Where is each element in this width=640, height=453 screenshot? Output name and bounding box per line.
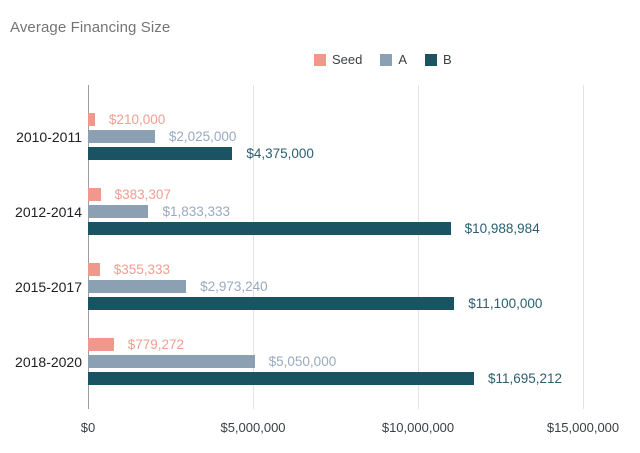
bar-row: $383,307 [88,188,583,201]
bar-row: $2,973,240 [88,280,583,293]
chart-title: Average Financing Size [10,19,171,36]
bar-group-2012-2014: $383,307 $1,833,333 $10,988,984 [88,188,583,235]
bar-group-2010-2011: $210,000 $2,025,000 $4,375,000 [88,113,583,160]
legend-item-b[interactable]: B [425,52,452,67]
bar-row: $355,333 [88,263,583,276]
legend-label: Seed [332,52,363,67]
bar-row: $10,988,984 [88,222,583,235]
bar-value-label: $210,000 [108,112,166,127]
bar-value-label: $383,307 [114,187,171,202]
bar-value-label: $1,833,333 [162,204,231,219]
bar-b-2018-2020[interactable] [88,372,474,385]
legend-item-seed[interactable]: Seed [314,52,362,67]
legend-swatch-a [380,53,393,66]
bar-value-label: $5,050,000 [268,354,337,369]
legend-item-a[interactable]: A [380,52,407,67]
bar-group-2015-2017: $355,333 $2,973,240 $11,100,000 [88,263,583,310]
bar-seed-2015-2017[interactable] [88,263,100,276]
legend: Seed A B [314,52,452,67]
gridline [418,85,419,409]
bar-seed-2018-2020[interactable] [88,338,114,351]
bar-row: $210,000 [88,113,583,126]
bar-row: $11,695,212 [88,372,583,385]
x-tick-label: $0 [80,420,96,435]
bar-value-label: $2,973,240 [200,279,268,294]
bar-value-label: $4,375,000 [246,146,314,161]
bar-row: $5,050,000 [88,355,583,368]
bar-value-label: $779,272 [127,337,185,352]
x-tick-label: $10,000,000 [381,420,455,435]
bar-value-label: $2,025,000 [168,129,237,144]
bar-row: $779,272 [88,338,583,351]
bar-b-2012-2014[interactable] [88,222,451,235]
bar-a-2018-2020[interactable] [88,355,255,368]
x-tick-label: $5,000,000 [220,420,286,435]
category-label-2018-2020: 2018-2020 [15,353,82,370]
legend-swatch-seed [314,53,326,66]
bar-b-2015-2017[interactable] [88,297,455,310]
gridline [583,85,584,409]
bar-b-2010-2011[interactable] [88,147,233,160]
bar-a-2015-2017[interactable] [88,280,187,293]
bar-value-label: $11,695,212 [487,371,563,386]
legend-label: A [398,52,408,67]
bar-group-2018-2020: $779,272 $5,050,000 $11,695,212 [88,338,583,385]
legend-swatch-b [425,53,438,66]
bar-value-label: $10,988,984 [464,221,540,236]
category-label-2010-2011: 2010-2011 [16,128,82,145]
category-label-2012-2014: 2012-2014 [15,203,82,220]
bar-row: $1,833,333 [88,205,583,218]
x-tick-label: $15,000,000 [546,420,620,435]
gridline [253,85,254,409]
bar-seed-2012-2014[interactable] [88,188,101,201]
zero-axis-line [88,85,89,409]
bar-row: $4,375,000 [88,147,583,160]
bar-value-label: $355,333 [113,262,171,277]
bar-seed-2010-2011[interactable] [88,113,95,126]
bar-row: $2,025,000 [88,130,583,143]
legend-label: B [443,52,452,67]
bar-a-2010-2011[interactable] [88,130,155,143]
bar-row: $11,100,000 [88,297,583,310]
bar-value-label: $11,100,000 [468,296,543,311]
bar-a-2012-2014[interactable] [88,205,149,218]
plot-area: $210,000 $2,025,000 $4,375,000 $383,307 $1,8… [88,85,584,409]
category-label-2015-2017: 2015-2017 [15,278,82,295]
